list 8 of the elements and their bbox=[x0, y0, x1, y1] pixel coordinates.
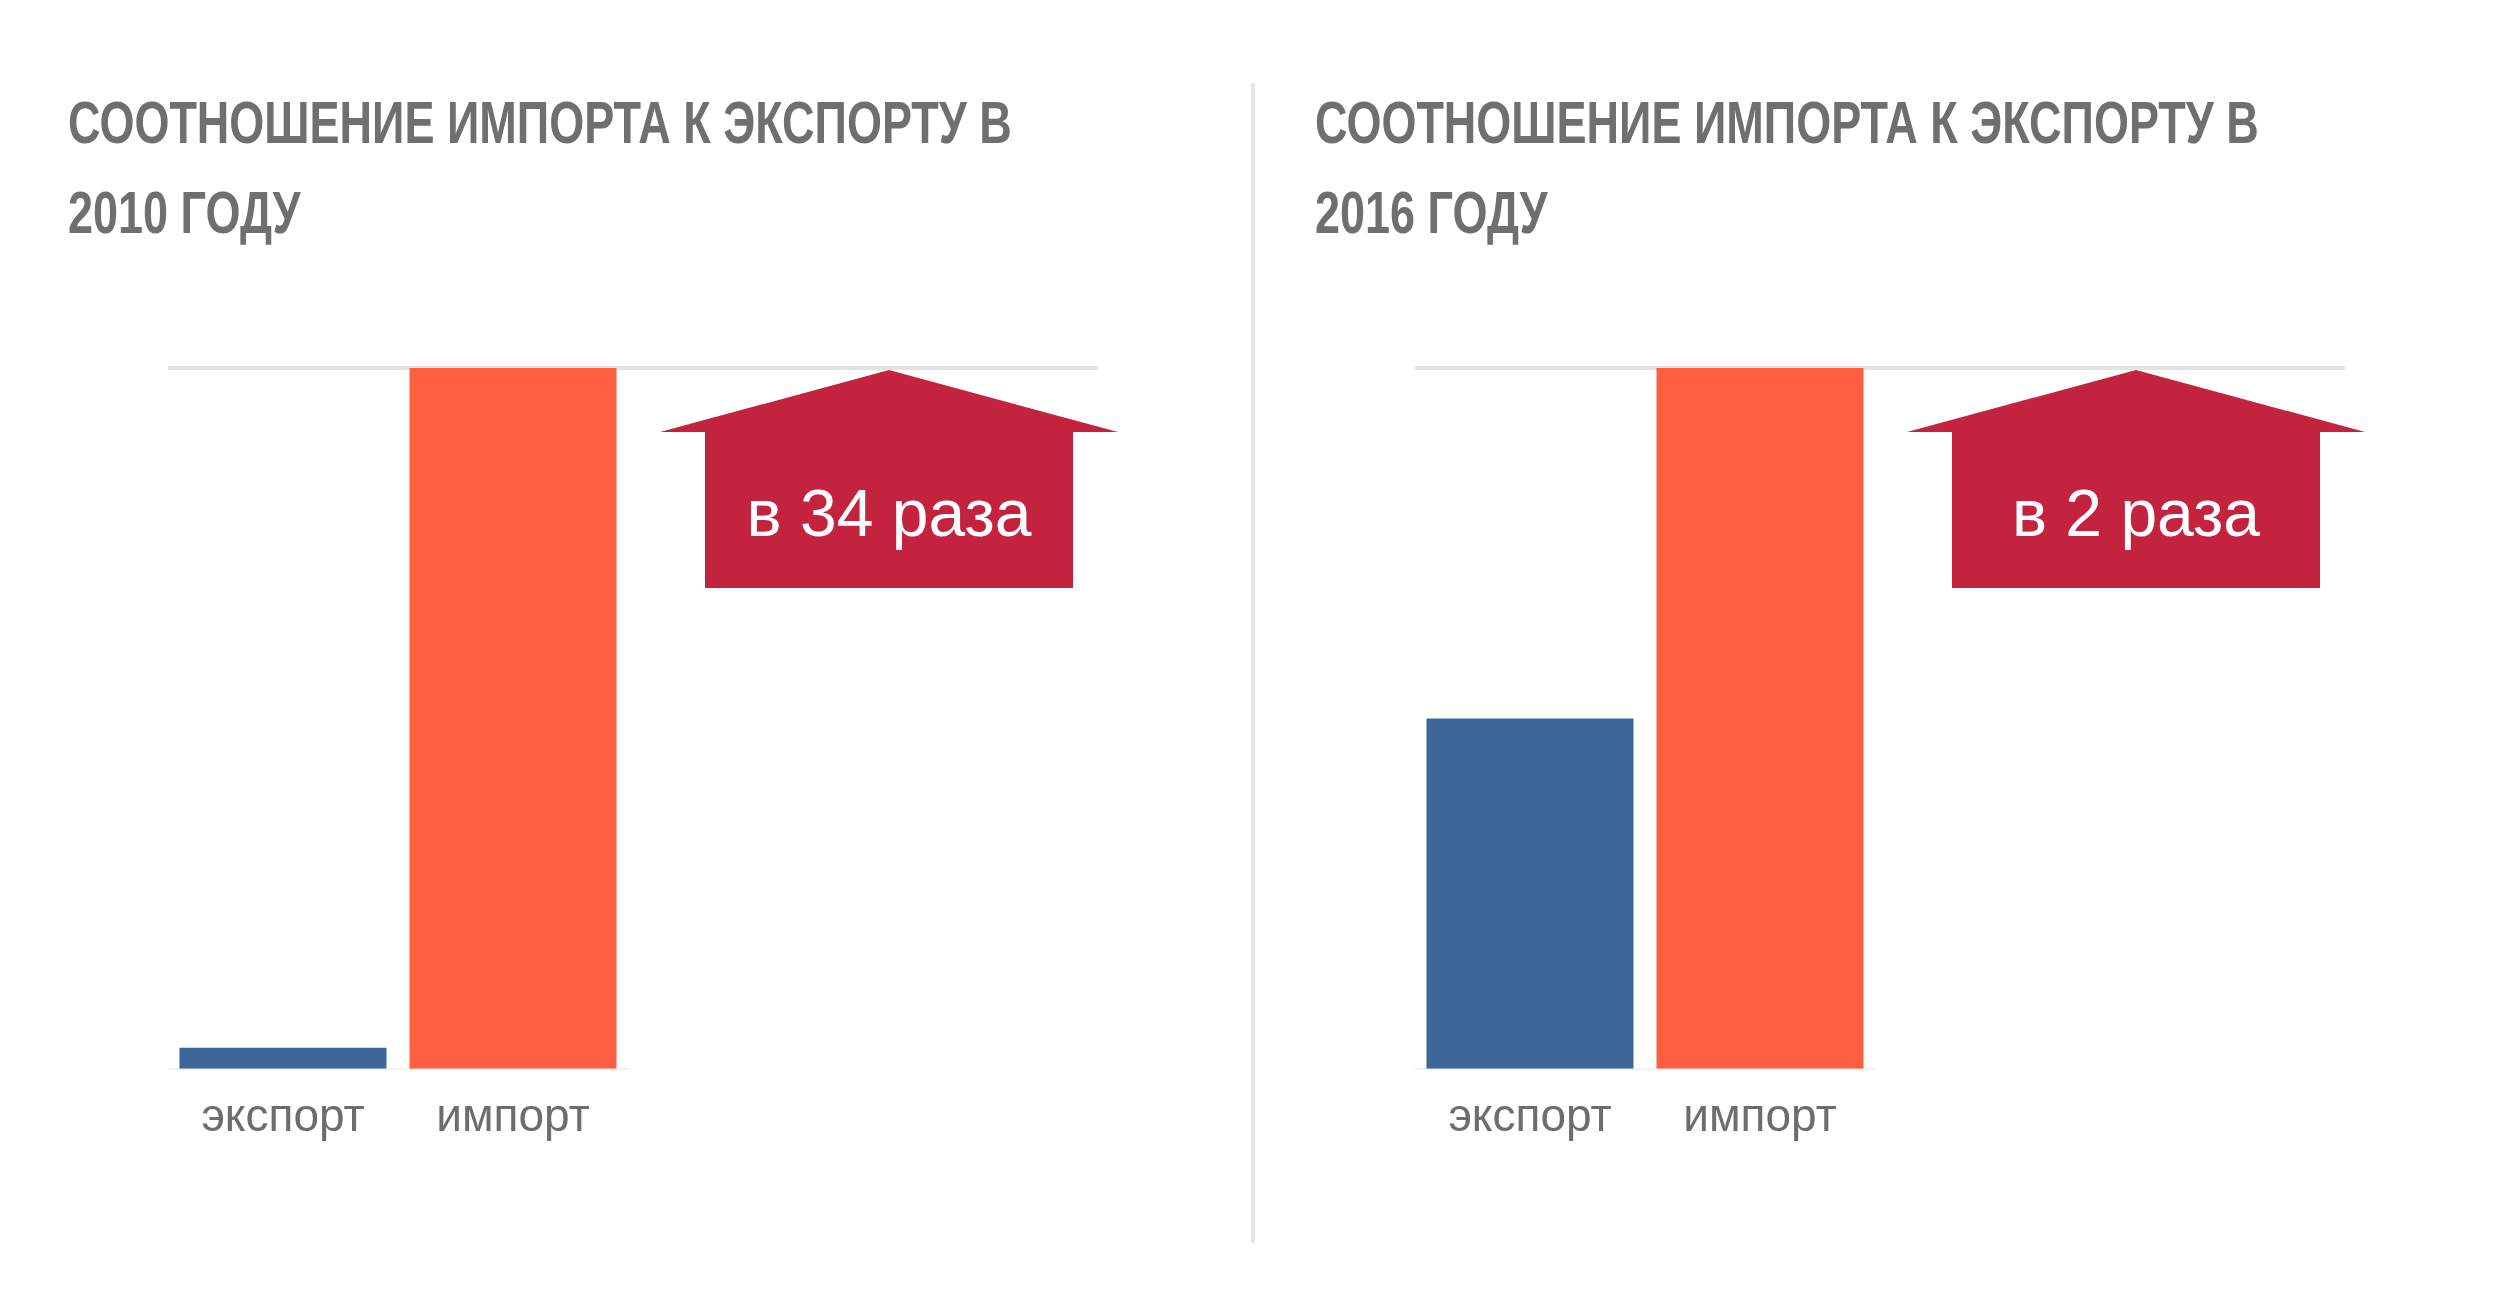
chart-title: СООТНОШЕНИЕ ИМПОРТА К ЭКСПОРТУ В 2016 ГОДУ bbox=[1315, 88, 2260, 248]
text: в 34 раза bbox=[745, 475, 1033, 552]
x-tick-label: экспорт bbox=[1448, 1089, 1612, 1142]
x-tick-label: импорт bbox=[436, 1089, 590, 1142]
x-tick-label: экспорт bbox=[201, 1089, 365, 1142]
text: в 2 раза bbox=[2010, 475, 2262, 552]
x-tick-label: импорт bbox=[1683, 1089, 1837, 1142]
chart-title: СООТНОШЕНИЕ ИМПОРТА К ЭКСПОРТУ В 2010 ГОДУ bbox=[68, 88, 1013, 248]
